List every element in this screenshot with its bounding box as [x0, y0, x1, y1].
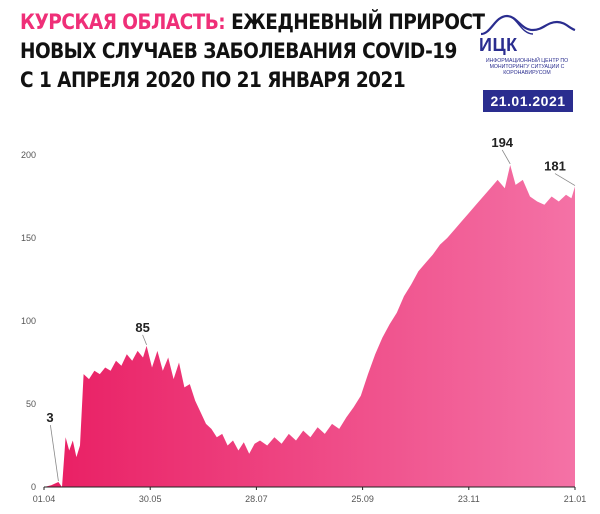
data-label: 194 — [491, 135, 513, 150]
title-line-2: НОВЫХ СЛУЧАЕВ ЗАБОЛЕВАНИЯ COVID-19 — [20, 39, 457, 63]
y-tick-label: 50 — [26, 399, 36, 409]
y-tick-label: 0 — [31, 482, 36, 492]
annotation-leader — [554, 173, 576, 186]
title-line-3: С 1 АПРЕЛЯ 2020 ПО 21 ЯНВАРЯ 2021 — [20, 68, 406, 92]
chart-title: КУРСКАЯ ОБЛАСТЬ: ЕЖЕДНЕВНЫЙ ПРИРОСТ НОВЫ… — [20, 8, 485, 95]
logo-subtitle: ИНФОРМАЦИОННЫЙ ЦЕНТР ПО МОНИТОРИНГУ СИТУ… — [485, 58, 569, 76]
annotation-leader — [50, 424, 59, 482]
x-tick-label: 23.11 — [458, 494, 480, 504]
data-label: 3 — [46, 410, 53, 425]
date-badge: 21.01.2021 — [483, 90, 573, 112]
data-label: 181 — [544, 159, 566, 174]
y-tick-label: 200 — [21, 150, 36, 160]
x-tick-label: 21.01 — [564, 494, 587, 504]
annotation-leader — [142, 334, 147, 346]
logo-mark-icon — [480, 14, 576, 36]
series-area — [44, 165, 575, 487]
data-label: 85 — [135, 320, 149, 335]
logo-name: ИЦК — [479, 35, 518, 55]
y-tick-label: 100 — [21, 316, 36, 326]
x-tick-label: 28.07 — [245, 494, 268, 504]
x-tick-label: 30.05 — [139, 494, 162, 504]
title-line-1-rest: ЕЖЕДНЕВНЫЙ ПРИРОСТ — [225, 10, 485, 34]
annotation-leader — [501, 149, 511, 165]
x-tick-label: 01.04 — [33, 494, 56, 504]
y-tick-label: 150 — [21, 233, 36, 243]
x-tick-label: 25.09 — [351, 494, 374, 504]
logo: ИЦК ИНФОРМАЦИОННЫЙ ЦЕНТР ПО МОНИТОРИНГУ … — [477, 12, 577, 76]
title-line-1: КУРСКАЯ ОБЛАСТЬ: ЕЖЕДНЕВНЫЙ ПРИРОСТ — [20, 8, 485, 37]
title-region: КУРСКАЯ ОБЛАСТЬ: — [20, 10, 226, 34]
